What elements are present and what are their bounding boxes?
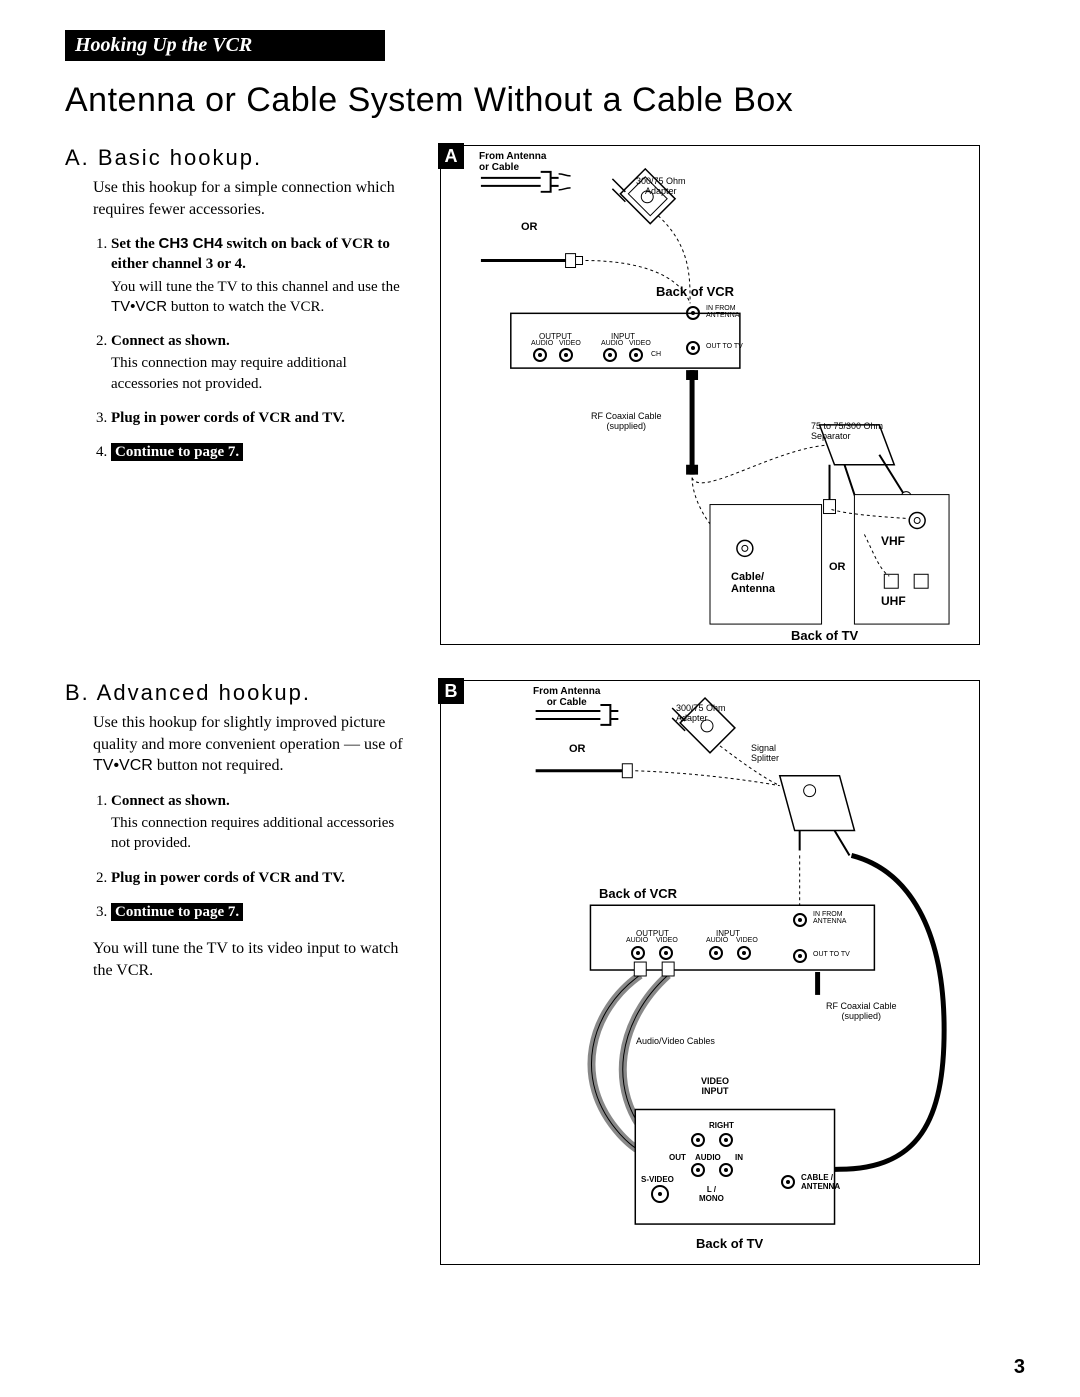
label-in-from-b: IN FROM ANTENNA	[813, 911, 846, 925]
port-icon	[691, 1163, 705, 1177]
label-back-tv-b: Back of TV	[696, 1236, 763, 1251]
label-or-b: OR	[569, 743, 586, 755]
label-out-tv: OUT TO TV	[706, 343, 743, 350]
label-audio-tv: AUDIO	[695, 1153, 721, 1162]
diagram-a: A	[440, 145, 980, 645]
label-svideo: S-VIDEO	[641, 1175, 674, 1184]
label: AUDIO	[626, 937, 648, 944]
section-a: A. Basic hookup. Use this hookup for a s…	[65, 145, 1025, 645]
step: Continue to page 7.	[111, 902, 415, 922]
port-icon	[659, 946, 673, 960]
label-sep: 75 to 75/300 Ohm Separator	[811, 421, 883, 441]
step: Connect as shown. This connection may re…	[111, 331, 415, 394]
port-icon	[793, 949, 807, 963]
page-number: 3	[1014, 1356, 1025, 1379]
label-lmono: L / MONO	[699, 1185, 724, 1203]
diagram-b-badge: B	[438, 678, 464, 704]
diagram-b: B	[440, 680, 980, 1265]
port-icon	[719, 1163, 733, 1177]
label-uhf: UHF	[881, 594, 906, 608]
port-icon	[533, 348, 547, 362]
label-or: OR	[521, 221, 538, 233]
label-back-vcr-b: Back of VCR	[599, 886, 677, 901]
section-a-heading: A. Basic hookup.	[65, 145, 415, 171]
port-icon	[631, 946, 645, 960]
port-icon	[719, 1133, 733, 1147]
label-cable-ant: Cable/ Antenna	[731, 571, 775, 595]
diagram-a-badge: A	[438, 143, 464, 169]
label-out: OUT	[669, 1153, 686, 1162]
port-icon	[691, 1133, 705, 1147]
step: Continue to page 7.	[111, 442, 415, 462]
port-icon	[629, 348, 643, 362]
section-a-steps: Set the CH3 CH4 switch on back of VCR to…	[111, 234, 415, 462]
step: Plug in power cords of VCR and TV.	[111, 868, 415, 888]
port-icon	[737, 946, 751, 960]
section-b-tail: You will tune the TV to its video input …	[93, 938, 415, 981]
label-audio2: AUDIO	[601, 340, 623, 347]
svideo-port-icon	[651, 1185, 669, 1203]
label-in-from: IN FROM ANTENNA	[706, 305, 739, 319]
label-rf-b: RF Coaxial Cable (supplied)	[826, 1001, 897, 1021]
section-b: B. Advanced hookup. Use this hookup for …	[65, 680, 1025, 1265]
section-b-heading: B. Advanced hookup.	[65, 680, 415, 706]
label-splitter: Signal Splitter	[751, 743, 779, 763]
port-icon	[686, 341, 700, 355]
section-a-diagram-col: A	[440, 145, 1025, 645]
label-adapter: 300/75 Ohm Adapter	[636, 176, 686, 196]
label-from-antenna-b: From Antenna or Cable	[533, 686, 600, 708]
label-av-cables: Audio/Video Cables	[636, 1036, 715, 1046]
label-in2: IN	[735, 1153, 743, 1162]
label-out-tv-b: OUT TO TV	[813, 951, 850, 958]
section-b-text: B. Advanced hookup. Use this hookup for …	[65, 680, 415, 1265]
label: VIDEO	[736, 937, 758, 944]
label-ch: CH	[651, 351, 661, 358]
page-title: Antenna or Cable System Without a Cable …	[65, 81, 1025, 120]
port-icon	[559, 348, 573, 362]
diagram-b-svg	[441, 681, 979, 1264]
section-b-diagram-col: B	[440, 680, 1025, 1265]
port-icon	[793, 913, 807, 927]
label-or2: OR	[829, 561, 846, 573]
port-icon	[603, 348, 617, 362]
label-vhf: VHF	[881, 534, 905, 548]
step: Set the CH3 CH4 switch on back of VCR to…	[111, 234, 415, 317]
port-icon	[709, 946, 723, 960]
label-from-antenna: From Antenna or Cable	[479, 151, 546, 173]
section-a-text: A. Basic hookup. Use this hookup for a s…	[65, 145, 415, 645]
step: Connect as shown. This connection requir…	[111, 791, 415, 854]
label: VIDEO	[656, 937, 678, 944]
port-icon	[781, 1175, 795, 1189]
label-back-vcr: Back of VCR	[656, 284, 734, 299]
section-header: Hooking Up the VCR	[65, 30, 385, 61]
label-right: RIGHT	[709, 1121, 734, 1130]
label-back-tv: Back of TV	[791, 628, 858, 643]
label-adapter-b: 300/75 Ohm Adapter	[676, 703, 726, 723]
section-a-intro: Use this hookup for a simple connection …	[93, 177, 415, 220]
label-audio: AUDIO	[531, 340, 553, 347]
port-icon	[686, 306, 700, 320]
section-b-intro: Use this hookup for slightly improved pi…	[93, 712, 415, 777]
label: AUDIO	[706, 937, 728, 944]
label-video: VIDEO	[559, 340, 581, 347]
label-cable-ant-b: CABLE / ANTENNA	[801, 1173, 840, 1191]
label-video-input: VIDEO INPUT	[701, 1076, 729, 1096]
label-video2: VIDEO	[629, 340, 651, 347]
step: Plug in power cords of VCR and TV.	[111, 408, 415, 428]
section-b-steps: Connect as shown. This connection requir…	[111, 791, 415, 922]
label-rf: RF Coaxial Cable (supplied)	[591, 411, 662, 431]
